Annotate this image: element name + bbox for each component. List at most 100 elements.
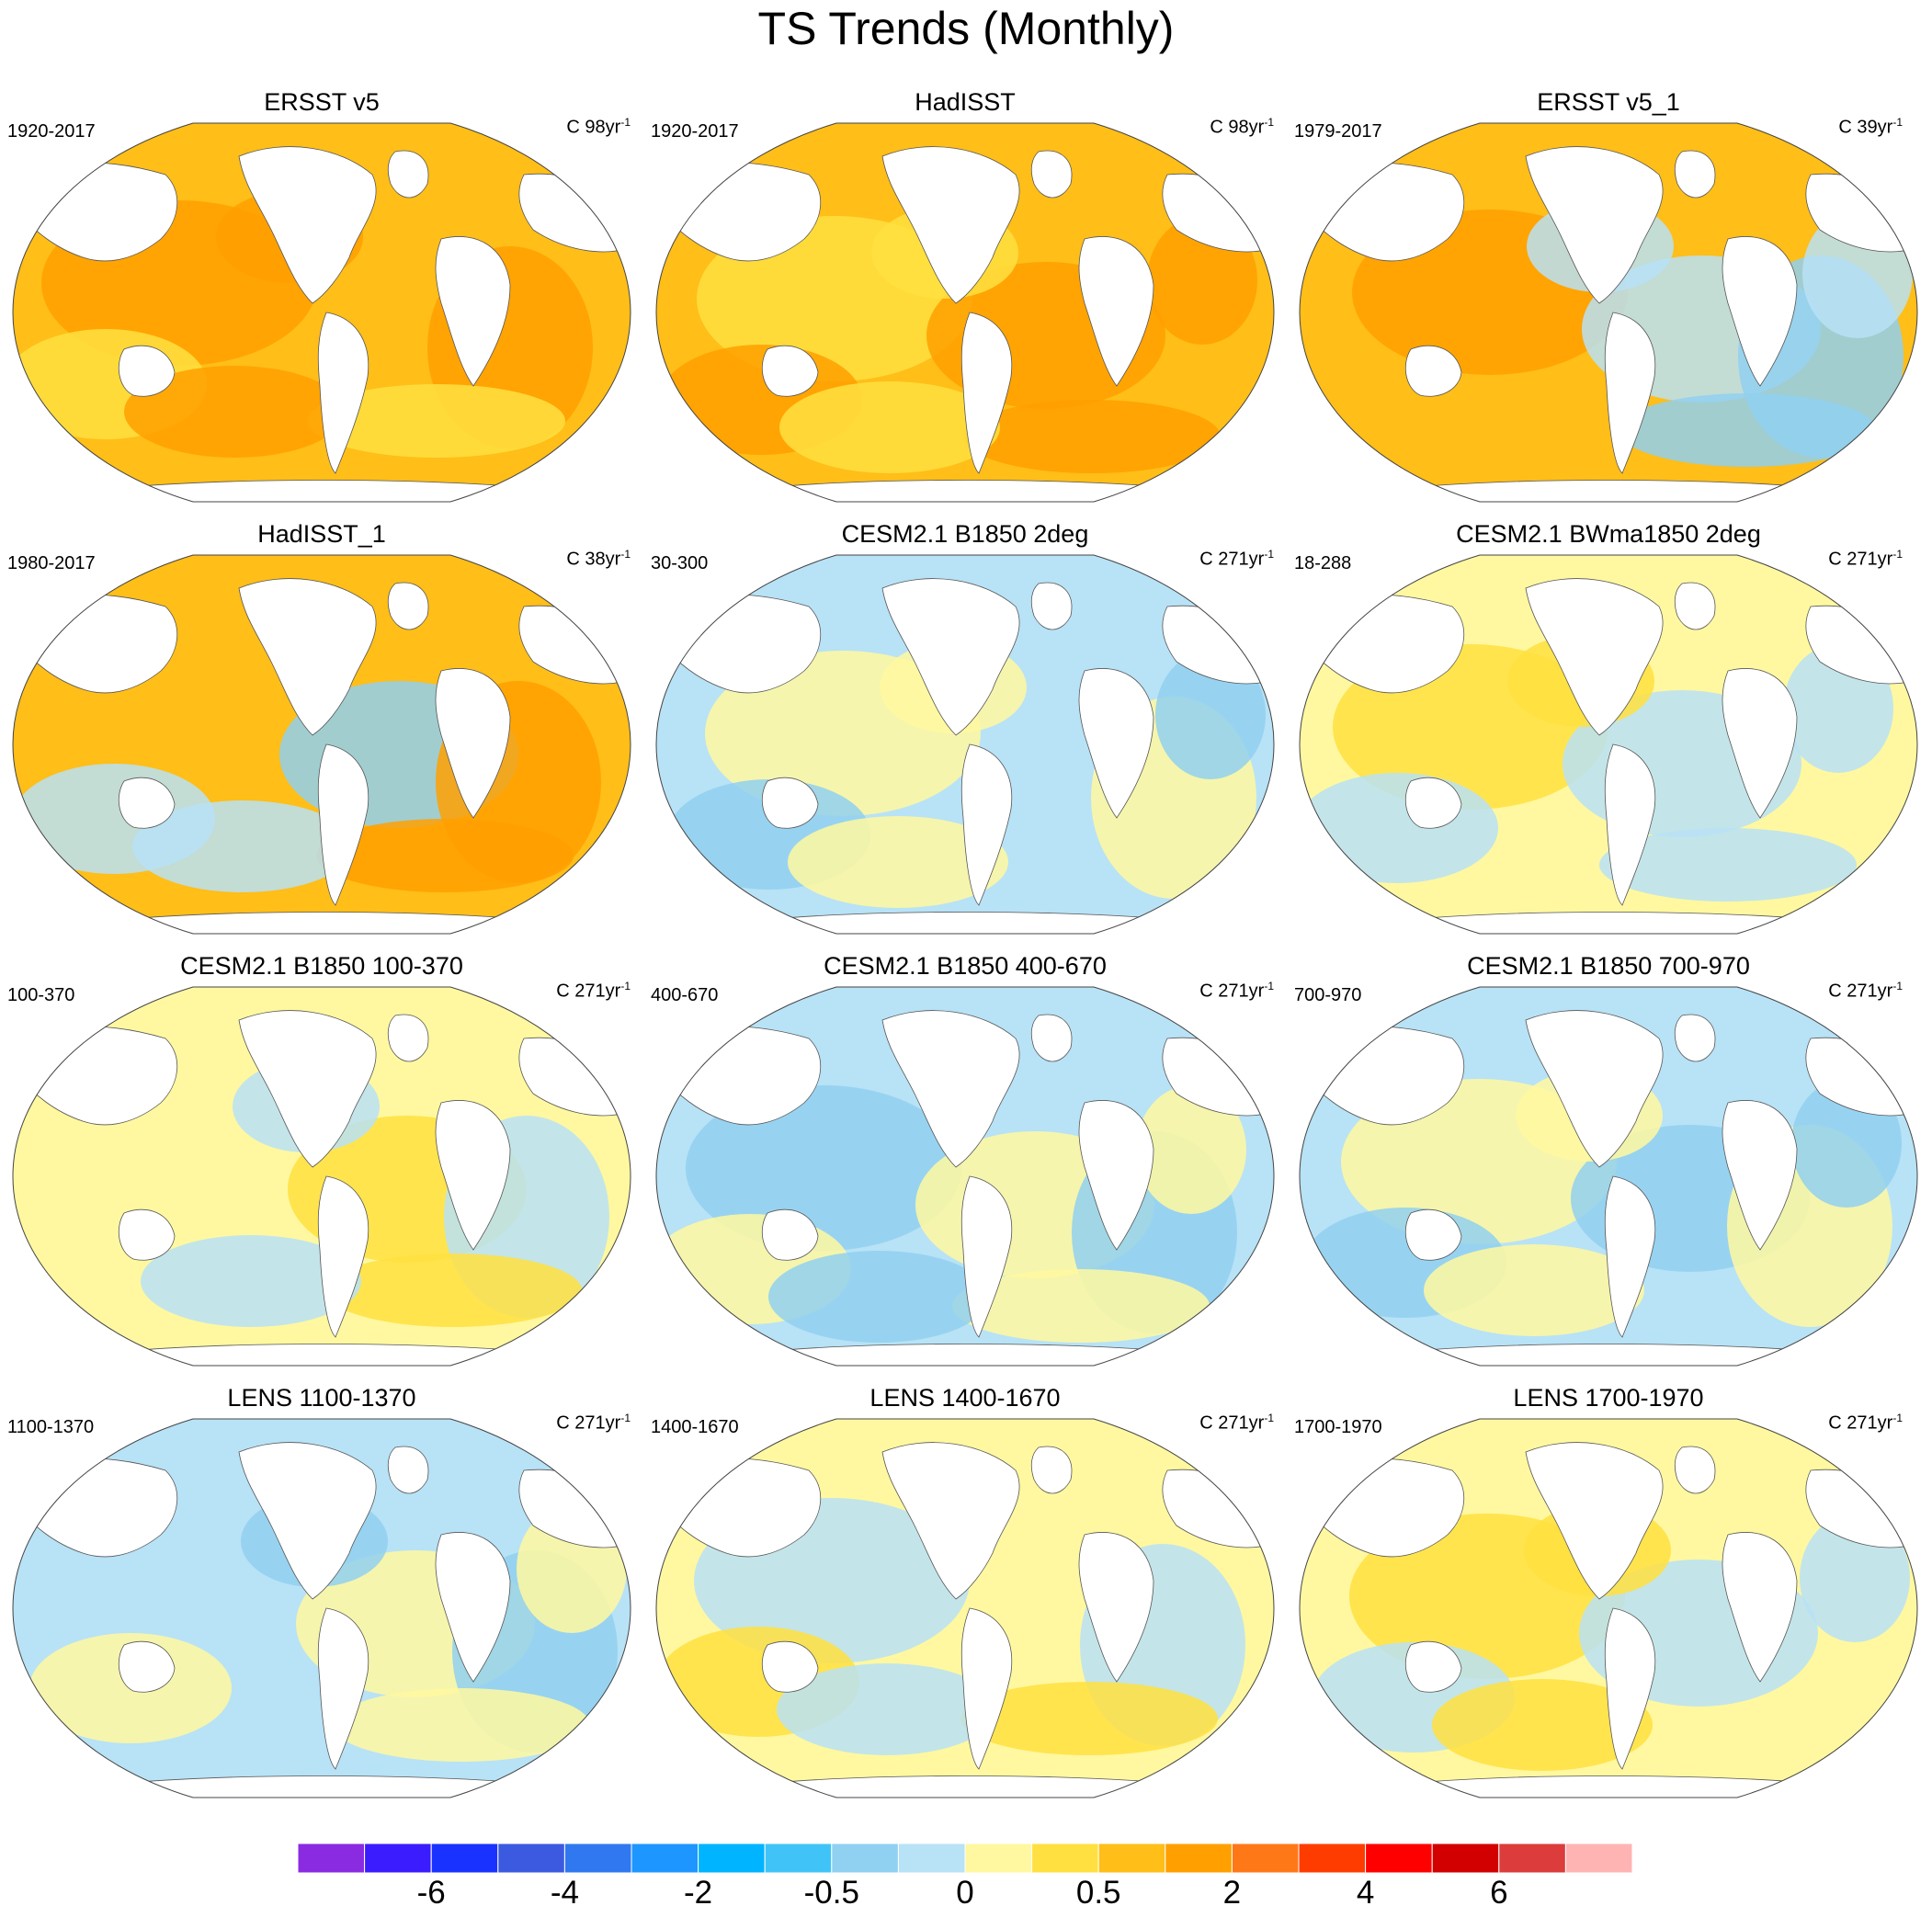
- panel-year-range: 700-970: [1294, 985, 1362, 1005]
- colorbar-tick-label: 4: [1356, 1875, 1375, 1911]
- colorbar-swatch: [497, 1843, 565, 1873]
- panel-title: CESM2.1 B1850 400-670: [824, 952, 1107, 980]
- map-panel: LENS 1400-1670 1400-1670 C 271yr-1: [643, 1296, 1287, 1798]
- panel-units: C 271yr-1: [1828, 980, 1903, 1003]
- panel-units: C 271yr-1: [1828, 548, 1903, 571]
- panel-year-range: 400-670: [651, 985, 719, 1005]
- units-exponent: -1: [1264, 548, 1274, 561]
- colorbar-swatch: [764, 1843, 833, 1873]
- panel-year-range: 1400-1670: [651, 1417, 739, 1437]
- panel-year-range: 1700-1970: [1294, 1417, 1382, 1437]
- colorbar-swatch: [1498, 1843, 1566, 1873]
- units-text: C 271yr: [556, 1412, 621, 1434]
- colorbar-tick-label: -2: [684, 1875, 713, 1911]
- colorbar-swatch: [1231, 1843, 1300, 1873]
- colorbar-tick-label: -4: [550, 1875, 579, 1911]
- units-exponent: -1: [1264, 1412, 1274, 1424]
- colorbar-swatch: [631, 1843, 699, 1873]
- world-map: [1299, 554, 1918, 935]
- colorbar-tick-label: -0.5: [803, 1875, 859, 1911]
- world-map: [12, 554, 631, 935]
- world-map: [1299, 986, 1918, 1367]
- units-exponent: -1: [620, 116, 631, 129]
- panel-units: C 39yr-1: [1838, 116, 1903, 139]
- panel-title: CESM2.1 B1850 100-370: [180, 952, 463, 980]
- units-text: C 271yr: [1828, 981, 1893, 1002]
- world-map: [12, 1418, 631, 1798]
- units-exponent: -1: [620, 1412, 631, 1424]
- panel-title: CESM2.1 BWma1850 2deg: [1456, 520, 1761, 548]
- panel-title: HadISST_1: [257, 520, 386, 548]
- units-text: C 271yr: [1199, 1412, 1265, 1434]
- panel-year-range: 18-288: [1294, 553, 1352, 573]
- panel-title: CESM2.1 B1850 700-970: [1467, 952, 1750, 980]
- units-exponent: -1: [1892, 116, 1903, 129]
- units-text: C 271yr: [556, 981, 621, 1002]
- colorbar-swatch: [1097, 1843, 1166, 1873]
- colorbar-swatch: [1564, 1843, 1632, 1873]
- units-text: C 98yr: [566, 117, 621, 138]
- units-text: C 39yr: [1838, 117, 1893, 138]
- panel-title: LENS 1100-1370: [227, 1384, 416, 1412]
- map-panel: LENS 1100-1370 1100-1370 C 271yr-1: [0, 1296, 643, 1798]
- map-panel: ERSST v5_1 1979-2017 C 39yr-1: [1287, 0, 1930, 503]
- map-panel: HadISST_1 1980-2017 C 38yr-1: [0, 432, 643, 935]
- panel-units: C 98yr-1: [1210, 116, 1274, 139]
- colorbar-swatch: [831, 1843, 899, 1873]
- colorbar-swatch: [430, 1843, 499, 1873]
- panel-title: LENS 1700-1970: [1513, 1384, 1704, 1412]
- map-panel: CESM2.1 BWma1850 2deg 18-288 C 271yr-1: [1287, 432, 1930, 935]
- panel-units: C 271yr-1: [1199, 980, 1274, 1003]
- colorbar-swatch: [1298, 1843, 1367, 1873]
- units-text: C 271yr: [1828, 549, 1893, 570]
- units-text: C 271yr: [1828, 1412, 1893, 1434]
- world-map: [655, 554, 1275, 935]
- panel-title: ERSST v5: [264, 88, 380, 116]
- panel-title: ERSST v5_1: [1537, 88, 1680, 116]
- map-panel: CESM2.1 B1850 2deg 30-300 C 271yr-1: [643, 432, 1287, 935]
- map-panel: ERSST v5 1920-2017 C 98yr-1: [0, 0, 643, 503]
- colorbar-swatch: [364, 1843, 432, 1873]
- colorbar-tick-label: -6: [416, 1875, 446, 1911]
- panel-year-range: 1920-2017: [651, 121, 739, 142]
- panel-title: HadISST: [915, 88, 1016, 116]
- map-panel: CESM2.1 B1850 700-970 700-970 C 271yr-1: [1287, 864, 1930, 1367]
- units-exponent: -1: [1892, 548, 1903, 561]
- panel-units: C 38yr-1: [566, 548, 631, 571]
- map-panel: LENS 1700-1970 1700-1970 C 271yr-1: [1287, 1296, 1930, 1798]
- colorbar-swatch: [1431, 1843, 1500, 1873]
- panel-year-range: 100-370: [7, 985, 75, 1005]
- units-exponent: -1: [1892, 1412, 1903, 1424]
- panel-title: LENS 1400-1670: [869, 1384, 1061, 1412]
- panel-units: C 271yr-1: [556, 980, 631, 1003]
- units-exponent: -1: [620, 980, 631, 993]
- world-map: [1299, 122, 1918, 503]
- colorbar-swatch: [563, 1843, 632, 1873]
- panel-year-range: 30-300: [651, 553, 709, 573]
- world-map: [12, 986, 631, 1367]
- panel-units: C 271yr-1: [556, 1412, 631, 1435]
- panel-title: CESM2.1 B1850 2deg: [841, 520, 1089, 548]
- units-text: C 271yr: [1199, 549, 1265, 570]
- colorbar-swatch: [1365, 1843, 1433, 1873]
- units-exponent: -1: [1892, 980, 1903, 993]
- units-exponent: -1: [620, 548, 631, 561]
- panel-year-range: 1979-2017: [1294, 121, 1382, 142]
- panel-units: C 271yr-1: [1828, 1412, 1903, 1435]
- colorbar-tick-label: 0: [956, 1875, 974, 1911]
- panel-units: C 98yr-1: [566, 116, 631, 139]
- colorbar-swatch: [298, 1843, 366, 1873]
- units-text: C 271yr: [1199, 981, 1265, 1002]
- world-map: [1299, 1418, 1918, 1798]
- panel-year-range: 1100-1370: [7, 1417, 95, 1437]
- panel-year-range: 1980-2017: [7, 553, 96, 573]
- colorbar-swatch: [964, 1843, 1033, 1873]
- world-map: [655, 1418, 1275, 1798]
- figure-title: TS Trends (Monthly): [757, 3, 1175, 54]
- colorbar-swatch: [897, 1843, 966, 1873]
- colorbar-tick-label: 2: [1222, 1875, 1242, 1911]
- colorbar-tick-label: 0.5: [1075, 1875, 1121, 1911]
- world-map: [655, 986, 1275, 1367]
- map-panel: CESM2.1 B1850 100-370 100-370 C 271yr-1: [0, 864, 643, 1367]
- units-exponent: -1: [1264, 116, 1274, 129]
